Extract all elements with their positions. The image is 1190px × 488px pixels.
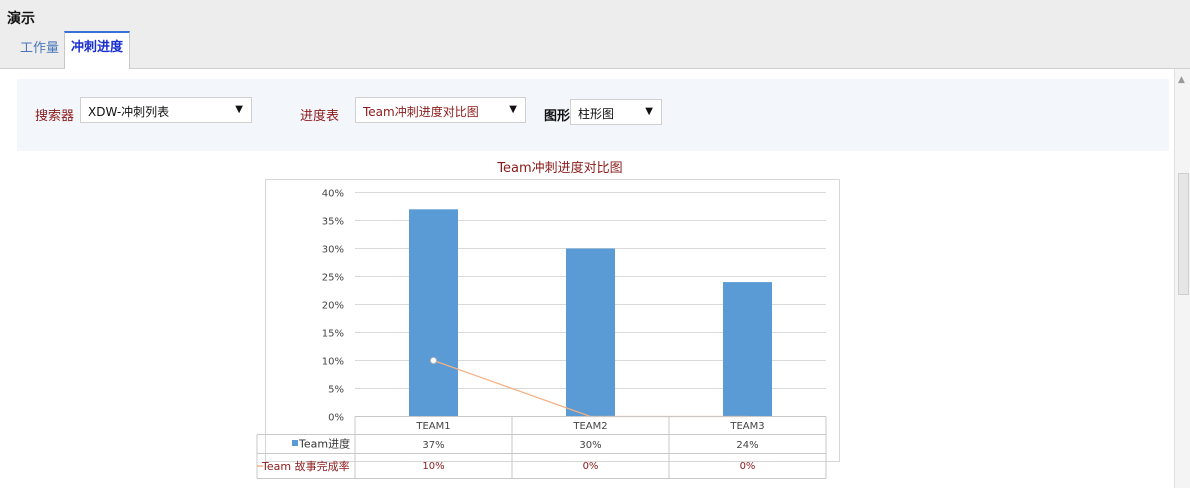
- main-content: 搜索器 XDW-冲刺列表 ▼ 进度表 Team冲刺进度对比图 ▼ 图形 柱形图 …: [0, 69, 1190, 488]
- data-label-line: 10%: [422, 461, 444, 472]
- progress-label: 进度表: [300, 109, 340, 124]
- vertical-scrollbar[interactable]: ▲: [1174, 69, 1190, 488]
- app-title: 演示: [7, 11, 35, 27]
- chart-type-value: 柱形图: [578, 107, 615, 121]
- y-tick-label: 20%: [322, 301, 344, 312]
- bar: [409, 209, 458, 417]
- chart-frame: [265, 179, 840, 462]
- y-tick-label: 5%: [328, 385, 344, 396]
- bar-chart: 0% 5% 10% 15% 20% 25% 30% 35% 40% TEAM1 TEAM2 TEAM3…: [256, 189, 827, 479]
- chart-type-label: 图形: [544, 109, 571, 124]
- progress-select[interactable]: Team冲刺进度对比图 ▼: [355, 97, 526, 123]
- legend-label-bar: Team进度: [298, 437, 350, 451]
- category-label: TEAM1: [415, 421, 450, 432]
- scroll-thumb[interactable]: [1178, 173, 1189, 295]
- data-label-bar: 30%: [579, 440, 601, 451]
- y-tick-label: 15%: [322, 329, 344, 340]
- y-tick-label: 10%: [322, 357, 344, 368]
- data-label-bar: 37%: [422, 440, 444, 451]
- bar: [723, 282, 772, 417]
- chevron-down-icon: ▼: [645, 106, 653, 117]
- tab-sprint-progress[interactable]: 冲刺进度: [64, 31, 131, 69]
- line-point: [430, 357, 437, 364]
- chevron-down-icon: ▼: [235, 104, 243, 115]
- legend-label-line: Team 故事完成率: [261, 459, 350, 473]
- y-tick-label: 0%: [328, 413, 344, 424]
- legend-swatch-bar: [292, 440, 298, 446]
- data-label-bar: 24%: [736, 440, 758, 451]
- chart-title: Team冲刺进度对比图: [497, 161, 623, 176]
- tab-workload[interactable]: 工作量: [20, 41, 60, 56]
- y-tick-label: 30%: [322, 245, 344, 256]
- progress-value: Team冲刺进度对比图: [363, 105, 479, 119]
- category-label: TEAM2: [572, 421, 607, 432]
- filter-bar: 搜索器 XDW-冲刺列表 ▼ 进度表 Team冲刺进度对比图 ▼ 图形 柱形图 …: [17, 79, 1169, 151]
- y-tick-label: 40%: [322, 189, 344, 200]
- chart-type-select[interactable]: 柱形图 ▼: [570, 99, 662, 125]
- scroll-up-icon[interactable]: ▲: [1178, 75, 1185, 85]
- data-label-line: 0%: [740, 461, 756, 472]
- chevron-down-icon: ▼: [509, 104, 517, 115]
- searcher-value: XDW-冲刺列表: [88, 105, 170, 119]
- bar: [566, 248, 615, 417]
- searcher-select[interactable]: XDW-冲刺列表 ▼: [80, 97, 252, 123]
- data-label-line: 0%: [583, 461, 599, 472]
- y-tick-label: 35%: [322, 217, 344, 228]
- y-tick-label: 25%: [322, 273, 344, 284]
- searcher-label: 搜索器: [35, 109, 75, 124]
- category-label: TEAM3: [729, 421, 764, 432]
- top-bar: 演示 工作量 冲刺进度: [0, 0, 1190, 69]
